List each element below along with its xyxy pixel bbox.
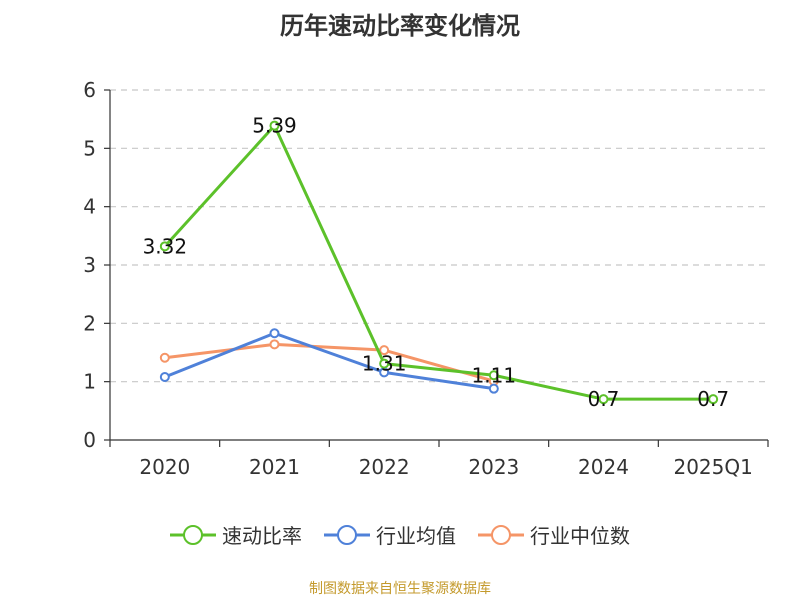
y-tick-label: 5 [83, 136, 96, 160]
data-label: 1.31 [362, 352, 407, 376]
data-label: 1.11 [472, 363, 517, 387]
legend-item[interactable]: 速动比率 [170, 520, 302, 549]
legend-item[interactable]: 行业中位数 [478, 520, 630, 549]
legend-label: 速动比率 [222, 524, 302, 548]
data-point [379, 358, 390, 369]
data-labels: 3.32 5.39 1.31 1.11 0.7 0.7 [143, 114, 730, 412]
y-tick-label: 6 [83, 78, 96, 102]
x-tick-label: 2025Q1 [673, 455, 752, 479]
data-point [159, 352, 170, 363]
legend-marker-icon [170, 524, 216, 545]
x-tick-label: 2020 [139, 455, 190, 479]
axes: 0 1 2 3 4 5 6 2020 2021 2022 2023 2024 2025Q1 [83, 78, 769, 479]
legend-label: 行业均值 [376, 524, 456, 548]
data-point [269, 120, 280, 131]
y-tick-label: 0 [83, 428, 96, 452]
legend-item[interactable]: 行业均值 [324, 520, 456, 549]
series-line [163, 124, 714, 401]
data-label: 5.39 [252, 114, 297, 138]
data-point [379, 345, 390, 356]
y-tick-label: 1 [83, 370, 96, 394]
legend-marker-icon [324, 524, 370, 545]
y-tick-label: 2 [83, 311, 96, 335]
source-note: 制图数据来自恒生聚源数据库 [309, 581, 491, 597]
data-point [708, 394, 719, 405]
x-tick-label: 2021 [249, 455, 300, 479]
series-line [164, 342, 495, 383]
data-point [269, 328, 280, 339]
y-tick-label: 3 [83, 253, 96, 277]
data-label: 0.7 [588, 387, 620, 411]
series-lines [159, 120, 719, 405]
data-label: 3.32 [143, 234, 188, 258]
series-line [164, 331, 495, 391]
x-tick-label: 2024 [578, 455, 629, 479]
data-point [488, 383, 499, 394]
legend: 速动比率 行业均值 行业中位数 [0, 520, 800, 549]
data-point [488, 370, 499, 381]
legend-marker-icon [478, 524, 524, 545]
data-label: 0.7 [697, 387, 729, 411]
y-tick-label: 4 [83, 195, 96, 219]
grid-lines [110, 89, 768, 383]
x-tick-label: 2022 [359, 455, 410, 479]
chart-title: 历年速动比率变化情况 [280, 12, 520, 40]
data-point [159, 372, 170, 382]
data-point [598, 394, 609, 405]
data-point [269, 339, 280, 350]
data-point [159, 241, 170, 252]
x-tick-label: 2023 [468, 455, 519, 479]
legend-label: 行业中位数 [530, 524, 630, 548]
